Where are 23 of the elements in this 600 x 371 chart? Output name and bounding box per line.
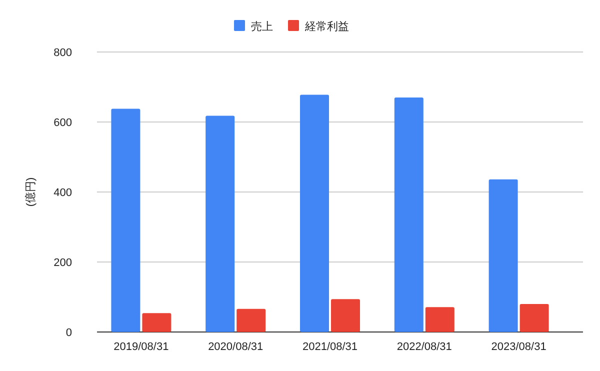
x-tick-label: 2020/08/31 — [208, 341, 264, 353]
bar — [488, 179, 518, 332]
y-tick-label: 800 — [54, 47, 72, 59]
x-tick-label: 2019/08/31 — [114, 341, 169, 353]
bar — [425, 307, 454, 332]
y-tick-label: 400 — [54, 187, 72, 199]
x-tick-label: 2023/08/31 — [491, 341, 546, 353]
x-tick-label: 2022/08/31 — [396, 341, 452, 353]
y-axis-title: (億円) — [24, 177, 37, 207]
bar — [520, 304, 549, 332]
y-tick-label: 0 — [66, 327, 72, 339]
bar — [111, 108, 140, 332]
bar — [206, 116, 235, 332]
y-tick-label: 600 — [54, 117, 72, 129]
bar — [236, 308, 266, 332]
bar — [142, 313, 172, 332]
legend-label: 売上 — [251, 20, 273, 33]
bar — [331, 299, 360, 332]
legend-label: 経常利益 — [304, 20, 349, 33]
bar — [394, 98, 424, 332]
x-tick-label: 2021/08/31 — [302, 341, 358, 353]
bar — [300, 94, 329, 332]
y-tick-label: 200 — [54, 257, 72, 269]
